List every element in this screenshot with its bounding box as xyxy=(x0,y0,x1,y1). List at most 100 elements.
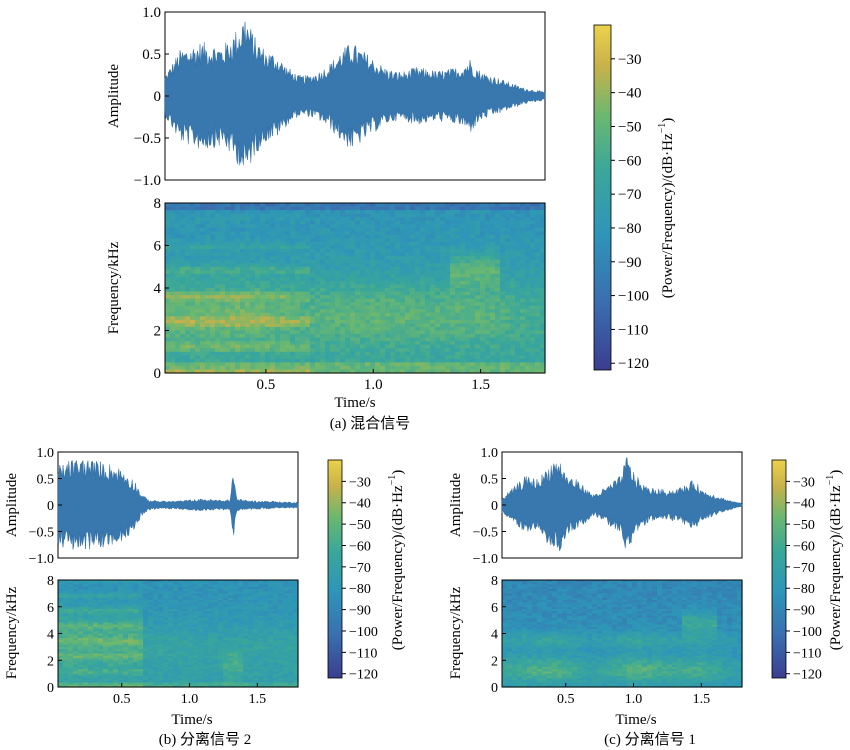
spectrogram-cell xyxy=(465,291,471,296)
spectrogram-cell xyxy=(510,284,516,289)
spectrogram-cell xyxy=(98,678,104,681)
spectrogram-cell xyxy=(320,203,326,208)
spectrogram-cell xyxy=(138,680,144,684)
spectrogram-cell xyxy=(230,241,236,247)
spectrogram-cell xyxy=(480,344,486,349)
spectrogram-cell xyxy=(510,365,516,371)
spectrogram-cell xyxy=(143,629,149,632)
spectrogram-cell xyxy=(165,351,171,356)
spectrogram-cell xyxy=(215,213,221,218)
spectrogram-cell xyxy=(265,213,271,218)
spectrogram-cell xyxy=(530,334,536,339)
spectrogram-cell xyxy=(245,256,251,261)
spectrogram-cell xyxy=(128,640,134,644)
spectrogram-cell xyxy=(275,298,281,303)
spectrogram-cell xyxy=(340,344,346,349)
spectrogram-cell xyxy=(470,291,476,296)
spectrogram-cell xyxy=(195,241,201,247)
spectrogram-cell xyxy=(300,217,306,222)
spectrogram-cell xyxy=(315,288,321,293)
spectrogram-cell xyxy=(410,249,416,254)
spectrogram-cell xyxy=(83,684,89,688)
spectrogram-cell xyxy=(365,319,371,325)
spectrogram-cell xyxy=(195,316,201,321)
spectrogram-cell xyxy=(185,326,191,332)
spectrogram-cell xyxy=(445,330,451,335)
spectrogram-cell xyxy=(240,256,246,261)
spectrogram-cell xyxy=(370,305,376,310)
spectrogram-cell xyxy=(280,369,286,374)
spectrogram-cell xyxy=(170,234,176,240)
spectrogram-cell xyxy=(63,646,69,650)
spectrogram-cell xyxy=(113,620,119,623)
spectrogram-cell xyxy=(63,644,69,648)
spectrogram-cell xyxy=(370,312,376,317)
spectrogram-cell xyxy=(178,620,184,623)
spectrogram-cell xyxy=(510,220,516,225)
spectrogram-cell xyxy=(265,220,271,225)
spectrogram-cell xyxy=(420,224,426,229)
spectrogram-cell xyxy=(165,291,171,296)
spectrogram-cell xyxy=(245,330,251,335)
spectrogram-cell xyxy=(230,302,236,307)
spectrogram-cell xyxy=(153,626,159,630)
spectrogram-cell xyxy=(123,666,129,670)
spectrogram-cell xyxy=(515,224,521,229)
spectrogram-cell xyxy=(355,220,361,225)
spectrogram-cell xyxy=(163,584,169,588)
spectrogram-cell xyxy=(250,351,256,356)
spectrogram-cell xyxy=(425,210,431,215)
spectrogram-cell xyxy=(500,365,506,371)
spectrogram-cell xyxy=(183,629,189,632)
spectrogram-cell xyxy=(475,210,481,215)
spectrogram-cell xyxy=(183,646,189,650)
spectrogram-cell xyxy=(143,675,149,679)
spectrogram-cell xyxy=(118,664,124,668)
spectrogram-cell xyxy=(210,245,216,250)
spectrogram-cell xyxy=(178,586,184,590)
spectrogram-cell xyxy=(280,270,286,275)
spectrogram-cell xyxy=(370,302,376,307)
spectrogram-cell xyxy=(500,288,506,293)
spectrogram-cell xyxy=(108,584,114,588)
spectrogram-cell xyxy=(425,337,431,342)
spectrogram-cell xyxy=(535,319,541,325)
spectrogram-cell xyxy=(470,231,476,236)
spectrogram-cell xyxy=(440,273,446,278)
spectrogram-cell xyxy=(385,334,391,339)
spectrogram-cell xyxy=(285,252,291,257)
spectrogram-cell xyxy=(250,298,256,303)
spectrogram-cell xyxy=(188,595,194,599)
spectrogram-cell xyxy=(240,305,246,310)
spectrogram-cell xyxy=(163,602,169,606)
spectrogram-cell xyxy=(470,266,476,271)
spectrogram-cell xyxy=(180,305,186,310)
spectrogram-cell xyxy=(350,277,356,282)
spectrogram-cell xyxy=(450,273,456,278)
spectrogram-cell xyxy=(265,249,271,254)
spectrogram-cell xyxy=(360,341,366,346)
spectrogram-cell xyxy=(260,227,266,232)
spectrogram-cell xyxy=(183,586,189,590)
spectrogram-cell xyxy=(225,305,231,310)
spectrogram-cell xyxy=(255,238,261,243)
spectrogram-cell xyxy=(540,245,546,250)
spectrogram-cell xyxy=(535,234,541,240)
spectrogram-cell xyxy=(275,259,281,264)
spectrogram-cell xyxy=(133,651,139,655)
spectrogram-cell xyxy=(425,277,431,282)
spectrogram-cell xyxy=(103,622,109,626)
spectrogram-cell xyxy=(535,256,541,261)
spectrogram-cell xyxy=(415,355,421,360)
spectrogram-cell xyxy=(190,369,196,374)
spectrogram-cell xyxy=(235,249,241,254)
spectrogram-cell xyxy=(475,224,481,229)
spectrogram-cell xyxy=(480,362,486,367)
spectrogram-cell xyxy=(440,355,446,360)
spectrogram-cell xyxy=(178,593,184,597)
spectrogram-cell xyxy=(430,263,436,268)
spectrogram-cell xyxy=(340,323,346,328)
spectrogram-cell xyxy=(173,593,179,597)
spectrogram-cell xyxy=(405,256,411,261)
spectrogram-cell xyxy=(305,305,311,310)
